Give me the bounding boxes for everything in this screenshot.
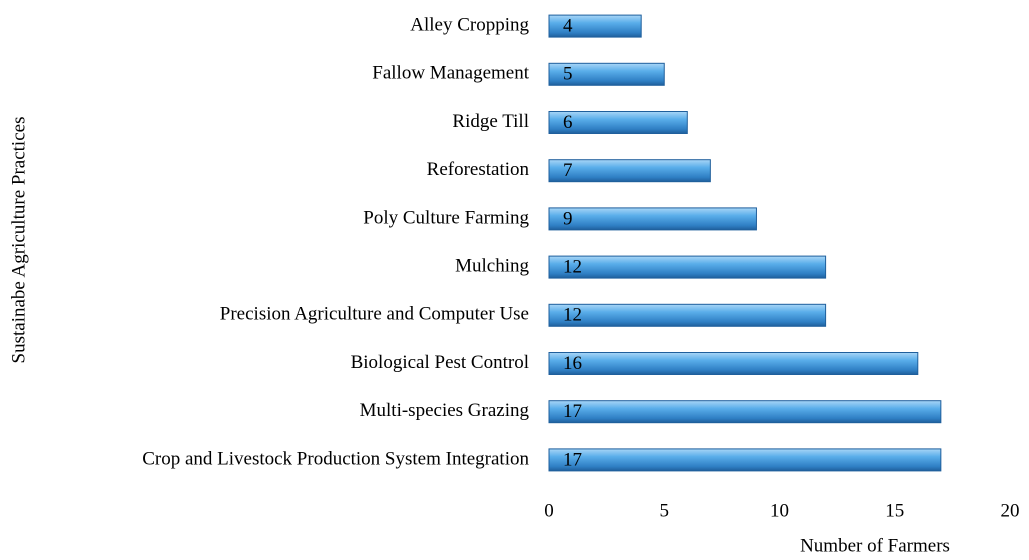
value-label: 17 [563,401,582,422]
x-tick-label: 20 [1001,500,1020,521]
bar [548,159,711,183]
x-tick-label: 0 [544,500,554,521]
y-tick-label: Precision Agriculture and Computer Use [220,304,529,325]
y-tick-label: Crop and Livestock Production System Int… [142,448,529,469]
value-label: 12 [563,305,582,326]
value-label: 17 [563,449,582,470]
bar [548,207,757,231]
x-axis-title: Number of Farmers [800,535,950,556]
y-tick-label: Reforestation [427,159,530,180]
y-tick-label: Mulching [455,255,529,276]
value-label: 6 [563,112,573,133]
bar [548,400,942,424]
x-tick-label: 15 [885,500,904,521]
bar [548,448,942,472]
bar [548,255,827,279]
bar [548,352,919,375]
y-tick-label: Poly Culture Farming [363,207,529,228]
bar [548,14,642,38]
y-tick-label: Alley Cropping [410,14,529,35]
y-axis-title: Sustainabe Agriculture Practices [8,117,29,364]
y-tick-label: Biological Pest Control [351,352,529,373]
bar [548,303,827,327]
value-label: 9 [563,208,573,229]
value-label: 4 [563,15,573,36]
bar [548,111,688,134]
bar [548,62,665,86]
y-tick-label: Ridge Till [452,111,529,132]
value-label: 16 [563,353,582,374]
y-tick-label: Fallow Management [372,63,529,84]
x-tick-label: 10 [770,500,789,521]
y-tick-label: Multi-species Grazing [360,400,530,421]
value-label: 7 [563,160,573,181]
x-tick-label: 5 [660,500,670,521]
value-label: 12 [563,256,582,277]
value-label: 5 [563,64,573,85]
